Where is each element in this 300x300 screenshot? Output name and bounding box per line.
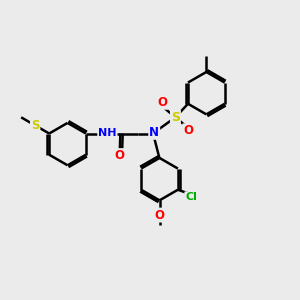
- Text: O: O: [158, 96, 167, 109]
- Text: NH: NH: [98, 128, 117, 138]
- Text: N: N: [149, 126, 159, 139]
- Text: S: S: [171, 111, 180, 124]
- Text: O: O: [154, 208, 164, 222]
- Text: O: O: [183, 124, 193, 137]
- Text: S: S: [31, 119, 39, 132]
- Text: Cl: Cl: [185, 192, 197, 202]
- Text: O: O: [115, 149, 125, 162]
